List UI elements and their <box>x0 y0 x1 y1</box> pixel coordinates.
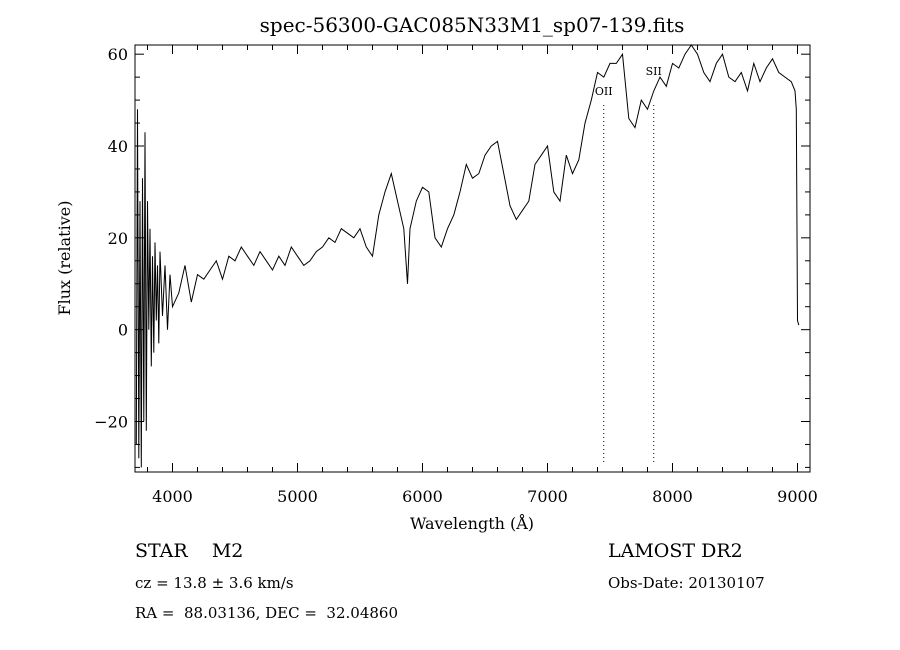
y-tick-label: −20 <box>94 412 128 431</box>
spectrum-line <box>135 44 800 468</box>
line-mark-label: OII <box>595 85 613 98</box>
y-axis-label: Flux (relative) <box>55 201 74 316</box>
survey-name: LAMOST DR2 <box>608 540 743 562</box>
line-marks: OII SII <box>595 65 662 462</box>
y-tick-label: 20 <box>108 229 128 248</box>
observation-date: Obs-Date: 20130107 <box>608 574 765 592</box>
coordinates: RA = 88.03136, DEC = 32.04860 <box>135 604 399 622</box>
x-tick-label: 9000 <box>777 487 818 506</box>
x-tick-label: 7000 <box>527 487 568 506</box>
y-tick-label: 60 <box>108 45 128 64</box>
axis-ticks <box>135 45 810 472</box>
y-tick-labels: −20 0 20 40 60 <box>94 45 128 431</box>
object-class: STAR M2 <box>135 540 244 562</box>
y-tick-label: 40 <box>108 137 128 156</box>
x-tick-labels: 4000 5000 6000 7000 8000 9000 <box>152 487 818 506</box>
x-tick-label: 5000 <box>277 487 318 506</box>
x-tick-label: 6000 <box>402 487 443 506</box>
x-tick-label: 8000 <box>652 487 693 506</box>
chart-title: spec-56300-GAC085N33M1_sp07-139.fits <box>260 13 685 37</box>
x-tick-label: 4000 <box>152 487 193 506</box>
x-axis-label: Wavelength (Å) <box>410 513 534 533</box>
y-tick-label: 0 <box>118 321 128 340</box>
redshift-info: cz = 13.8 ± 3.6 km/s <box>135 574 294 592</box>
line-mark-label: SII <box>646 65 662 78</box>
